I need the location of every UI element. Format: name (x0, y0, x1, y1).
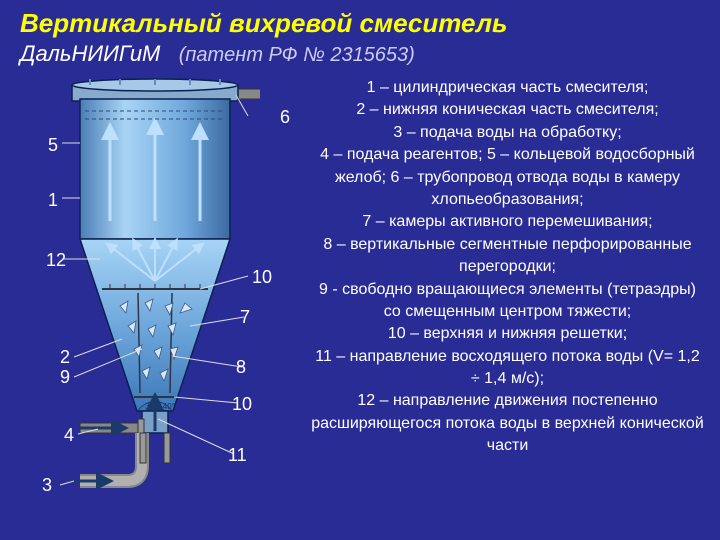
callout-7: 7 (240, 307, 250, 328)
legend-item: 3 – подача воды на обработку; (309, 122, 706, 144)
subtitle-patent: (патент РФ № 2315653) (179, 44, 415, 66)
callout-6: 6 (280, 107, 290, 128)
subtitle-org: ДальНИИГиМ (20, 41, 160, 66)
callout-2: 2 (60, 347, 70, 368)
legend-item: 1 – цилиндрическая часть смесителя; (309, 77, 706, 99)
callout-10: 10 (232, 394, 252, 415)
legend-item: 10 – верхняя и нижняя решетки; (309, 323, 706, 345)
callout-1: 1 (48, 190, 58, 211)
legend-item: 11 – направление восходящего потока воды… (309, 346, 706, 391)
legend-item: 12 – направление движения постепенно рас… (309, 390, 706, 457)
legend-item: 8 – вертикальные сегментные перфорирован… (309, 234, 706, 279)
callout-5: 5 (48, 135, 58, 156)
angle-label: 30 – 40° (145, 402, 175, 411)
callout-3: 3 (42, 475, 52, 496)
callout-11: 11 (228, 445, 247, 466)
callout-10: 10 (252, 267, 272, 288)
legend-item: 2 – нижняя коническая часть смесителя; (309, 99, 706, 121)
main-title: Вертикальный вихревой смеситель (20, 8, 700, 39)
callout-9: 9 (60, 367, 70, 388)
callout-12: 12 (46, 250, 66, 271)
subtitle: ДальНИИГиМ (патент РФ № 2315653) (20, 41, 700, 67)
callout-8: 8 (236, 357, 246, 378)
legend: 1 – цилиндрическая часть смесителя; 2 – … (305, 67, 720, 517)
legend-item: 9 - свободно вращающиеся элементы (тетра… (309, 279, 706, 324)
legend-item: 4 – подача реагентов; 5 – кольцевой водо… (309, 144, 706, 211)
diagram-area: 30 – 40° (0, 67, 305, 517)
callout-4: 4 (64, 425, 74, 446)
legend-item: 7 – камеры активного перемешивания; (309, 211, 706, 233)
